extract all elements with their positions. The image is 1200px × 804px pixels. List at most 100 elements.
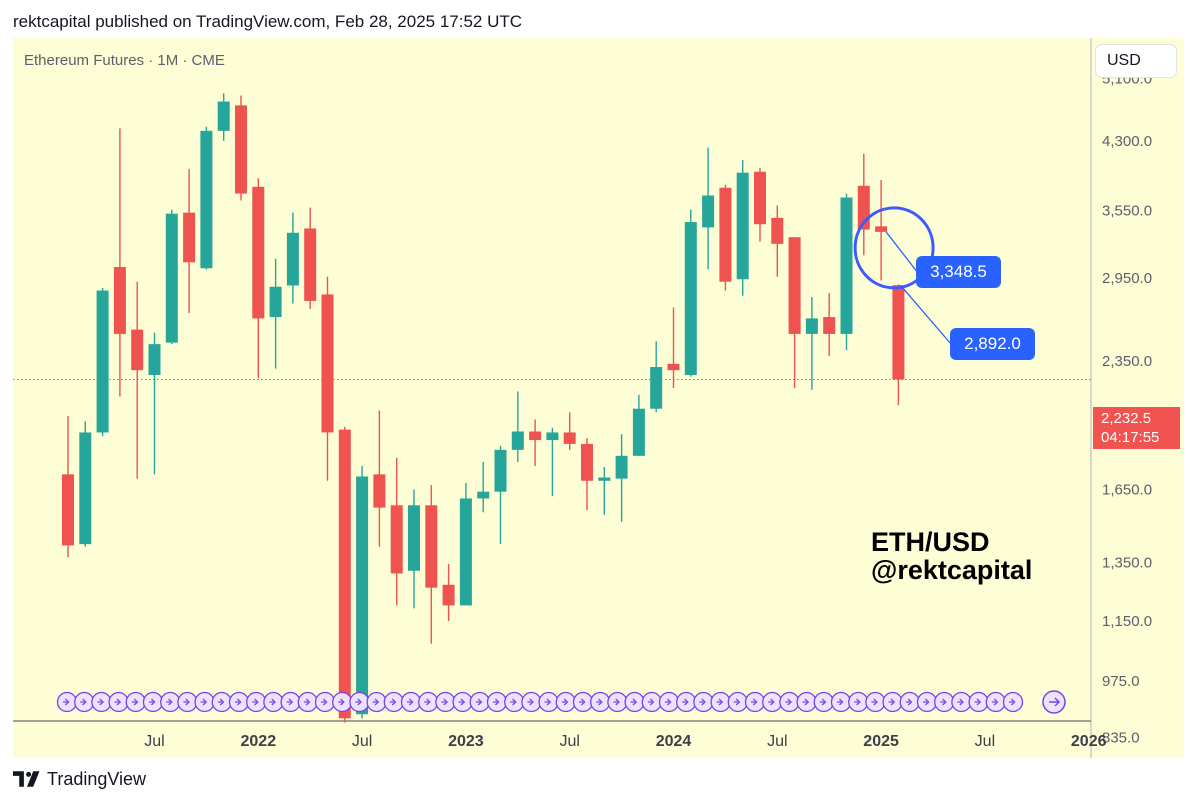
event-marker-arrow-icon — [1009, 698, 1016, 706]
event-marker-arrow-icon — [97, 698, 104, 706]
event-marker-arrow-icon — [372, 698, 380, 706]
callout-line — [899, 284, 952, 345]
y-tick-label: 1,650.0 — [1102, 481, 1152, 498]
candle-body[interactable] — [373, 474, 386, 508]
candle-body[interactable] — [823, 317, 836, 334]
x-tick-label: Jul — [144, 733, 164, 750]
event-marker-arrow-icon — [923, 698, 930, 706]
y-tick-label: 4,300.0 — [1102, 133, 1152, 150]
candle-body[interactable] — [771, 217, 784, 244]
candle-body[interactable] — [408, 505, 420, 571]
footer-brand[interactable]: TradingView — [13, 768, 146, 790]
candle-body[interactable] — [615, 455, 628, 479]
event-marker-arrow-icon — [458, 698, 466, 706]
candle-body[interactable] — [650, 367, 663, 409]
candle-body[interactable] — [113, 267, 126, 334]
event-marker-arrow-icon — [252, 698, 259, 706]
candle-body[interactable] — [356, 476, 369, 715]
candle-body[interactable] — [632, 408, 645, 456]
callout-line — [885, 231, 919, 274]
candle-body[interactable] — [338, 429, 351, 719]
event-marker-arrow-icon — [235, 698, 242, 706]
x-tick-label: 2022 — [241, 733, 277, 750]
event-marker-arrow-icon — [888, 698, 896, 706]
candle-body[interactable] — [390, 505, 403, 574]
candle-body[interactable] — [736, 172, 749, 280]
event-marker-arrow-icon — [905, 698, 913, 706]
candle-body[interactable] — [62, 474, 74, 546]
event-marker-arrow-icon — [407, 698, 414, 706]
event-marker-arrow-icon — [286, 698, 294, 706]
candle-body[interactable] — [563, 432, 576, 444]
candle-body[interactable] — [217, 101, 230, 131]
candle-body[interactable] — [788, 237, 801, 334]
candle-body[interactable] — [892, 285, 905, 380]
y-tick-label: 2,350.0 — [1102, 353, 1152, 370]
candle-body[interactable] — [684, 222, 697, 375]
candle-body[interactable] — [805, 318, 818, 334]
candle-body[interactable] — [667, 363, 680, 371]
event-marker-arrow-icon — [493, 698, 500, 706]
candle-body[interactable] — [96, 290, 109, 433]
candle-body[interactable] — [702, 195, 715, 228]
y-tick-label: 3,550.0 — [1102, 203, 1152, 220]
candle-body[interactable] — [321, 294, 334, 433]
candle-body[interactable] — [79, 432, 92, 545]
event-marker-icon[interactable] — [108, 691, 129, 713]
candle-body[interactable] — [286, 232, 299, 286]
event-marker-arrow-icon — [768, 698, 775, 706]
candle-body[interactable] — [183, 212, 196, 263]
x-tick-label: Jul — [559, 733, 579, 750]
event-marker-arrow-icon — [355, 698, 362, 706]
watermark-author: @rektcapital — [871, 555, 1033, 585]
event-marker-arrow-icon — [940, 698, 947, 706]
candle-body[interactable] — [165, 213, 178, 343]
candle-body[interactable] — [304, 228, 317, 301]
candle-body[interactable] — [529, 431, 542, 441]
chart-frame[interactable]: 7,500.06,300.05,100.04,300.03,550.02,950… — [13, 38, 1184, 758]
candle-body[interactable] — [719, 187, 732, 282]
candle-body[interactable] — [235, 105, 247, 194]
candle-body[interactable] — [754, 171, 766, 225]
y-tick-label: 1,350.0 — [1102, 555, 1152, 572]
candle-body[interactable] — [269, 286, 282, 318]
candle-body[interactable] — [252, 186, 265, 319]
candle-body[interactable] — [459, 498, 472, 606]
x-tick-label: 2023 — [448, 733, 484, 750]
event-marker-arrow-icon — [424, 698, 431, 706]
event-marker-arrow-icon — [579, 698, 586, 706]
highlight-circle — [853, 206, 935, 290]
candle-body[interactable] — [598, 477, 611, 481]
price-callout-high[interactable]: 3,348.5 — [916, 256, 1001, 288]
event-marker-arrow-icon — [527, 698, 534, 706]
event-marker-arrow-icon — [63, 698, 70, 706]
candle-body[interactable] — [442, 584, 455, 606]
candle-body[interactable] — [581, 443, 593, 481]
event-marker-arrow-icon — [991, 698, 999, 706]
currency-selector[interactable]: USD — [1096, 45, 1176, 77]
candle-body[interactable] — [148, 344, 161, 375]
price-callout-low[interactable]: 2,892.0 — [950, 328, 1035, 360]
event-marker-arrow-icon — [441, 698, 448, 706]
footer-brand-label: TradingView — [47, 768, 147, 789]
chart-svg[interactable]: 7,500.06,300.05,100.04,300.03,550.02,950… — [13, 38, 1184, 758]
event-marker-icon[interactable] — [246, 691, 267, 713]
event-marker-arrow-icon — [647, 698, 655, 706]
candle-body[interactable] — [477, 491, 490, 499]
candle-body[interactable] — [546, 432, 559, 441]
candle-body[interactable] — [425, 505, 438, 588]
event-marker-arrow-icon — [630, 698, 638, 706]
candle-body[interactable] — [511, 431, 524, 450]
event-marker-arrow-icon — [957, 698, 964, 706]
candle-body[interactable] — [494, 449, 507, 492]
symbol-title: Ethereum Futures · 1M · CME — [24, 52, 225, 69]
y-tick-label: 975.0 — [1102, 673, 1140, 690]
candle-body[interactable] — [840, 197, 853, 334]
event-marker-arrow-icon — [733, 698, 741, 706]
candle-body[interactable] — [200, 130, 213, 269]
candle-body[interactable] — [131, 329, 144, 371]
candle-body[interactable] — [875, 226, 888, 232]
x-tick-label: 2024 — [656, 733, 692, 750]
event-marker-arrow-icon — [389, 698, 397, 706]
event-marker-arrow-icon — [682, 698, 689, 706]
